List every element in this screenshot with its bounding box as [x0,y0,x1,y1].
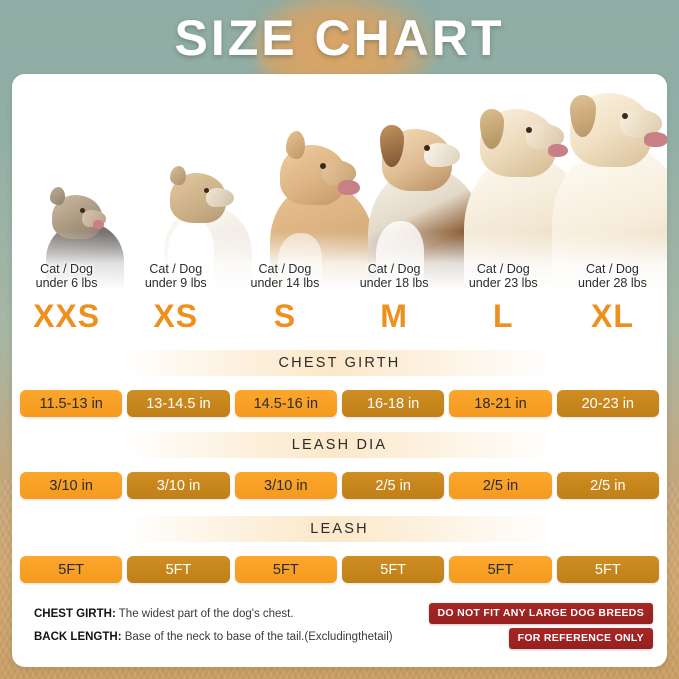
chest-girth-value-row: 11.5-13 in 13-14.5 in 14.5-16 in 16-18 i… [12,376,667,417]
leash-dia-value-row: 3/10 in 3/10 in 3/10 in 2/5 in 2/5 in 2/… [12,458,667,499]
weight-line-1: Cat / Dog [40,262,93,276]
leash-value-m: 5FT [341,556,445,583]
dog-ear [170,166,186,185]
section-header-band: LEASH DIA [124,432,555,458]
dogs-photo-strip [12,74,667,289]
size-chart-card: Cat / Dog under 6 lbs XXS Cat / Dog unde… [12,74,667,667]
weight-line-1: Cat / Dog [586,262,639,276]
size-letter: L [493,298,514,334]
leash-dia-value-xl: 2/5 in [556,472,659,499]
leash-value-row: 5FT 5FT 5FT 5FT 5FT 5FT [12,542,667,583]
dog-eye [526,127,532,133]
size-column-xl: Cat / Dog under 28 lbs XL [558,260,667,352]
dog-tongue [644,132,667,147]
weight-line-1: Cat / Dog [149,262,203,276]
dog-eye [424,145,430,151]
note-chest-girth: CHEST GIRTH: The widest part of the dog'… [34,608,294,620]
dog-tongue [548,144,568,157]
size-column-xs: Cat / Dog under 9 lbs XS [121,260,230,352]
leash-value-xl: 5FT [556,556,659,583]
section-header-band: CHEST GIRTH [124,350,555,376]
weight-line-1: Cat / Dog [476,262,530,276]
leash-dia-value-xs: 3/10 in [127,472,230,499]
dog-tongue [338,180,360,195]
dog-eye [80,208,85,213]
size-letter: XL [591,298,634,334]
photo-fade-overlay [12,231,667,289]
weight-line-1: Cat / Dog [367,262,421,276]
note-back-length: BACK LENGTH: Base of the neck to base of… [34,631,393,643]
weight-label: Cat / Dog under 28 lbs [558,260,667,290]
badge-no-large-dog-breeds: DO NOT FIT ANY LARGE DOG BREEDS [428,603,653,624]
size-letter: XXS [33,298,101,334]
chest-girth-value-xl: 20-23 in [556,390,659,417]
leash-value-xxs: 5FT [20,556,123,583]
weight-line-2: under 23 lbs [468,276,538,290]
weight-label: Cat / Dog under 14 lbs [230,260,339,290]
section-header-band: LEASH [124,516,555,542]
badge-for-reference-only: FOR REFERENCE ONLY [508,628,653,649]
page-title: SIZE CHART [174,10,505,66]
chest-girth-value-xs: 13-14.5 in [127,390,230,417]
size-column-xxs: Cat / Dog under 6 lbs XXS [12,260,121,352]
weight-label: Cat / Dog under 9 lbs [121,260,230,290]
size-header-row: Cat / Dog under 6 lbs XXS Cat / Dog unde… [12,260,667,352]
chest-girth-value-xxs: 11.5-13 in [20,390,123,417]
section-chest-girth: CHEST GIRTH 11.5-13 in 13-14.5 in 14.5-1… [12,350,667,417]
weight-line-1: Cat / Dog [258,262,312,276]
dog-ear [286,131,305,159]
section-header-label: CHEST GIRTH [278,355,401,371]
dog-eye [320,163,326,169]
size-column-l: Cat / Dog under 23 lbs L [449,260,558,352]
weight-label: Cat / Dog under 23 lbs [449,260,558,290]
dog-snout [206,188,234,207]
note-chest-girth-label: CHEST GIRTH: [34,608,116,620]
weight-line-2: under 28 lbs [578,276,647,290]
chest-girth-value-s: 14.5-16 in [234,390,337,417]
leash-dia-value-xxs: 3/10 in [20,472,123,499]
leash-value-l: 5FT [449,556,552,583]
size-letter: M [380,298,408,334]
weight-line-2: under 18 lbs [359,276,429,290]
footer: CHEST GIRTH: The widest part of the dog'… [12,595,667,667]
leash-dia-value-m: 2/5 in [341,472,445,499]
leash-dia-value-l: 2/5 in [449,472,552,499]
note-back-length-label: BACK LENGTH: [34,631,122,643]
weight-line-2: under 9 lbs [144,276,207,290]
chest-girth-value-m: 16-18 in [341,390,445,417]
dog-eye [622,113,628,119]
size-column-m: Cat / Dog under 18 lbs M [340,260,449,352]
size-letter: XS [153,298,199,334]
weight-label: Cat / Dog under 18 lbs [340,260,449,290]
dog-snout [424,143,460,167]
section-leash-dia: LEASH DIA 3/10 in 3/10 in 3/10 in 2/5 in… [12,432,667,499]
note-chest-girth-text: The widest part of the dog's chest. [118,608,294,620]
dog-eye [204,188,209,193]
weight-line-2: under 14 lbs [250,276,320,290]
size-column-s: Cat / Dog under 14 lbs S [230,260,339,352]
weight-label: Cat / Dog under 6 lbs [12,260,121,290]
dog-ear [50,187,65,205]
leash-value-s: 5FT [234,556,337,583]
leash-dia-value-s: 3/10 in [234,472,337,499]
section-header-label: LEASH [310,521,369,537]
dog-tongue [93,220,104,229]
leash-value-xs: 5FT [127,556,230,583]
section-header-label: LEASH DIA [291,437,388,453]
section-leash: LEASH 5FT 5FT 5FT 5FT 5FT 5FT [12,516,667,583]
size-letter: S [273,298,297,334]
weight-line-2: under 6 lbs [35,276,98,290]
chest-girth-value-l: 18-21 in [449,390,552,417]
note-back-length-text: Base of the neck to base of the tail.(Ex… [124,631,393,643]
